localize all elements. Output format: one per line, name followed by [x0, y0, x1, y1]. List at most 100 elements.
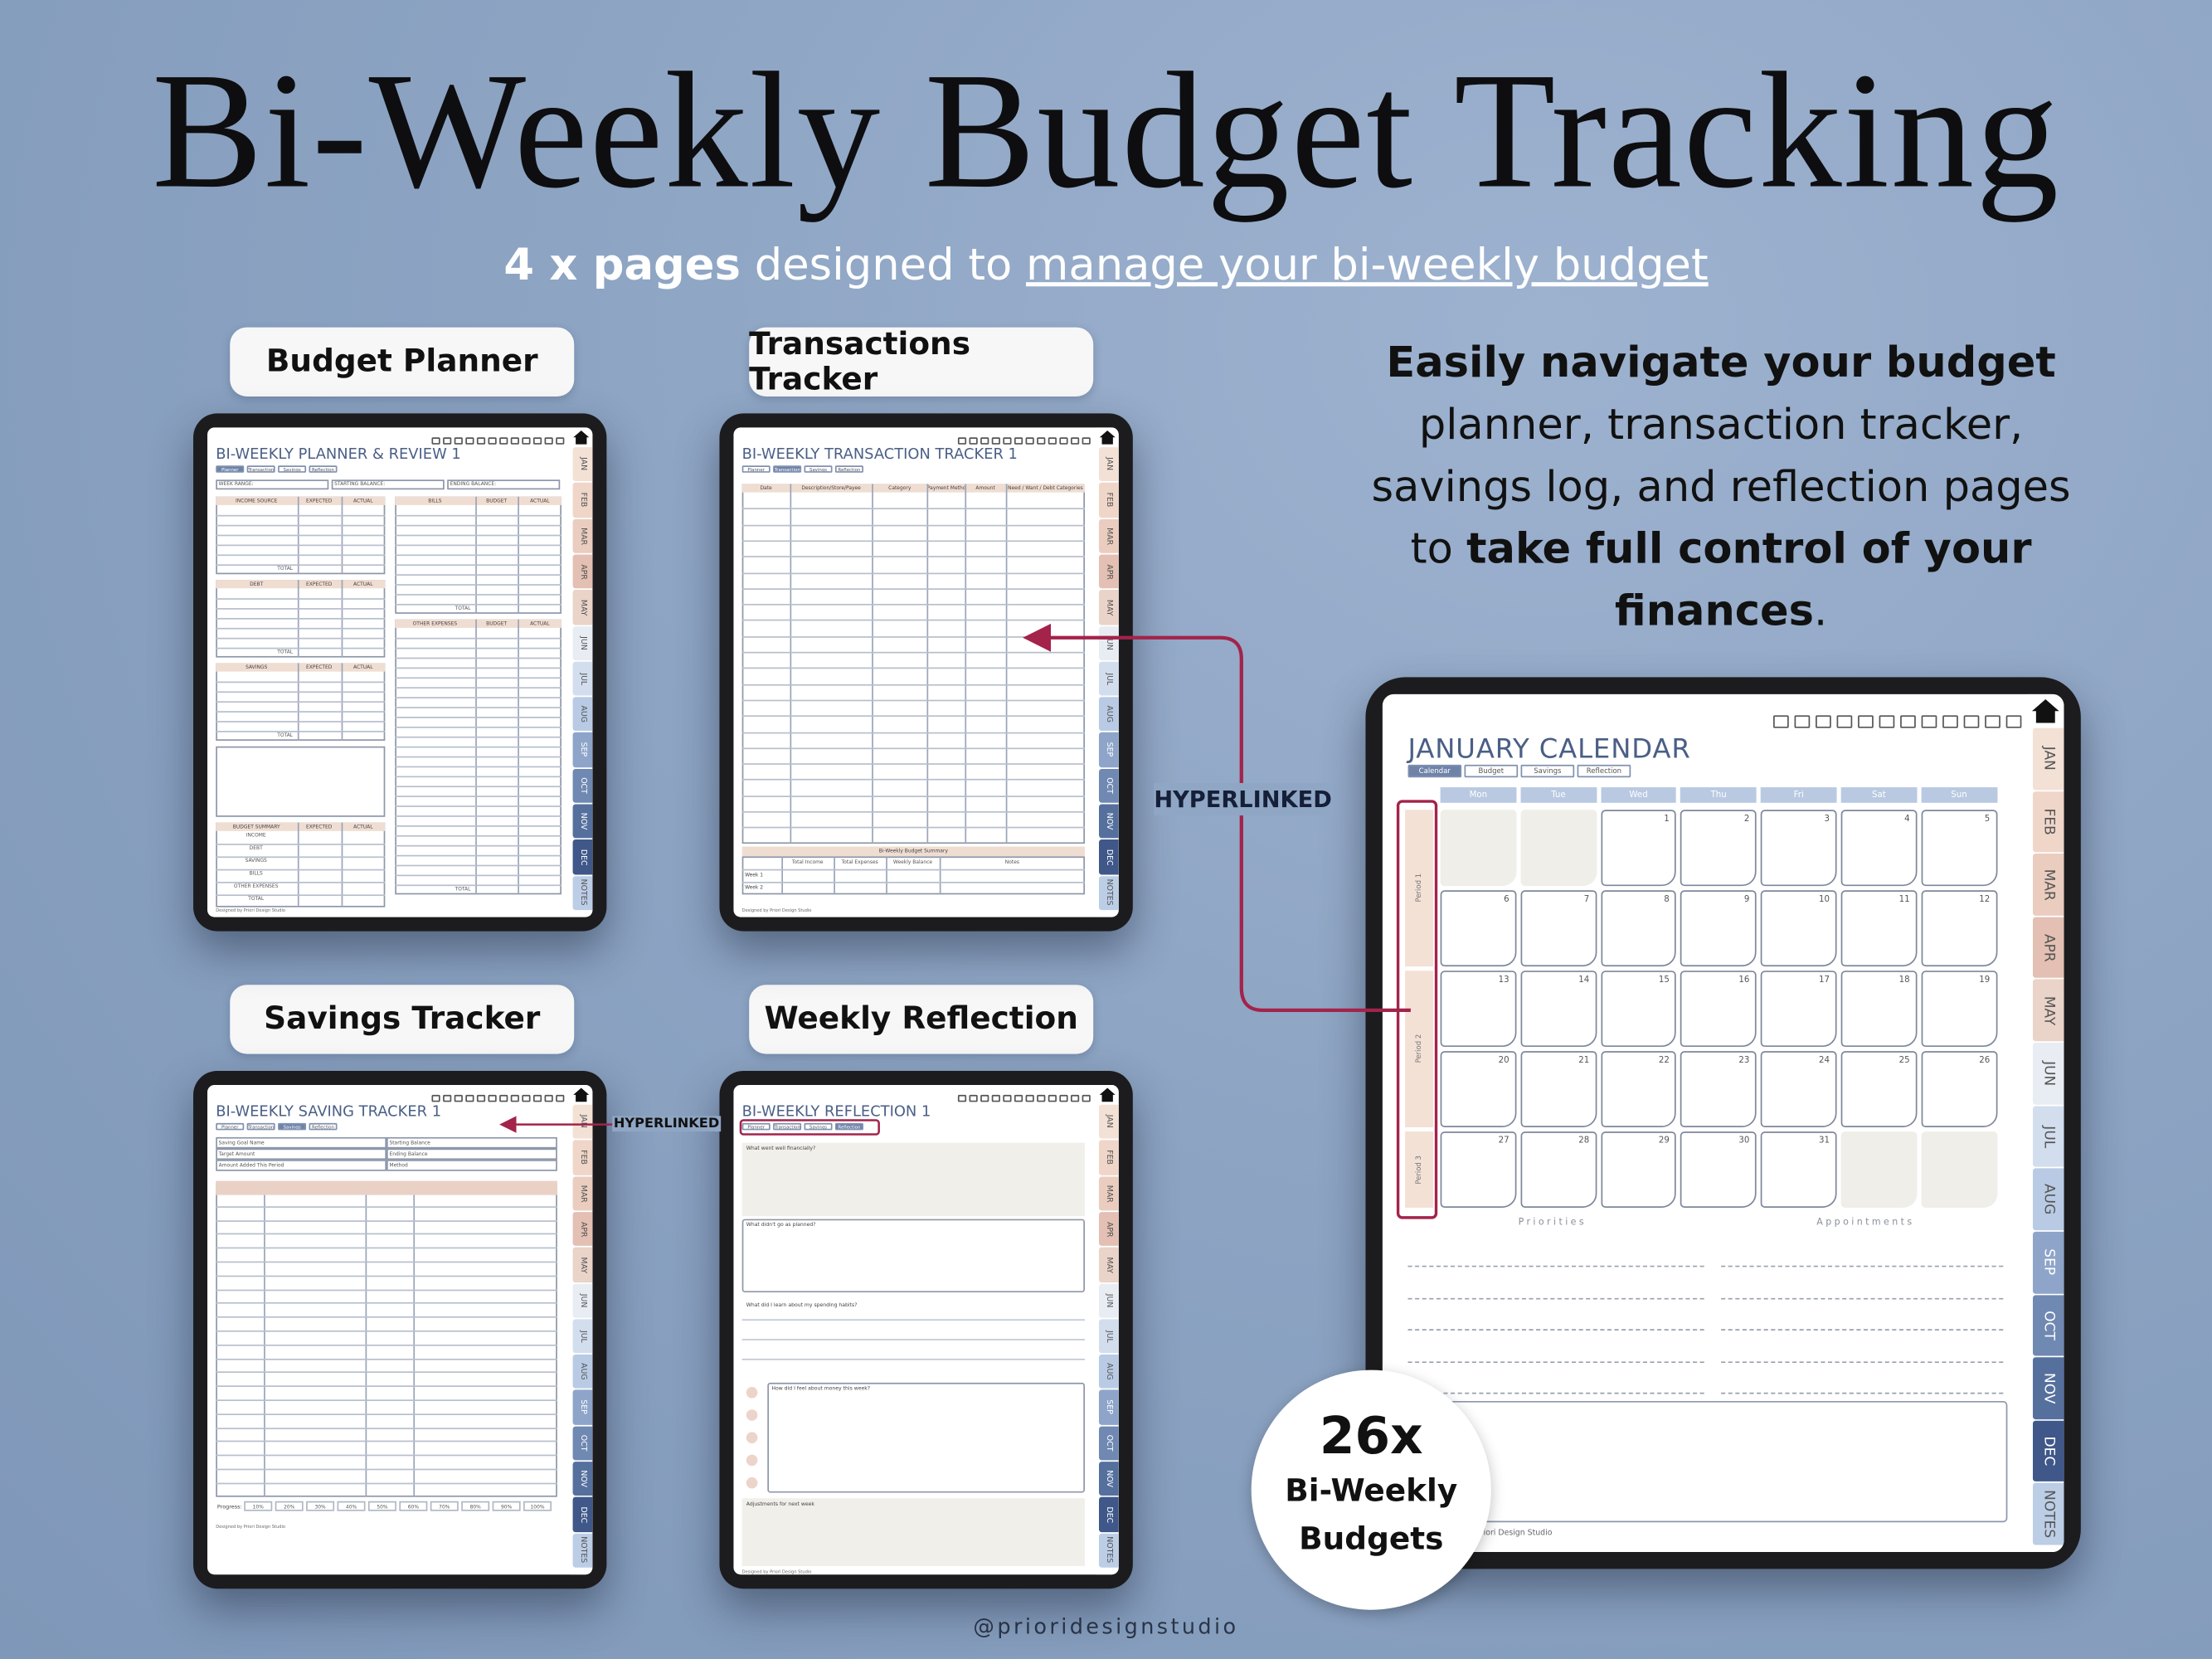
- nav-tab[interactable]: Planner: [216, 1122, 245, 1131]
- nav-tab[interactable]: Planner: [741, 1122, 771, 1131]
- nav-icon[interactable]: [1879, 715, 1895, 728]
- nav-icon[interactable]: [1942, 715, 1958, 728]
- nav-tab[interactable]: Savings: [1520, 764, 1575, 777]
- nav-icon[interactable]: [499, 1094, 508, 1102]
- day-cell[interactable]: 13: [1440, 971, 1517, 1048]
- nav-tab[interactable]: Reflection: [834, 1122, 863, 1131]
- nav-tab[interactable]: Reflection: [1577, 764, 1631, 777]
- nav-icon[interactable]: [1921, 715, 1937, 728]
- month-tab[interactable]: AUG: [1098, 1355, 1119, 1389]
- mood-face[interactable]: [746, 1386, 758, 1399]
- nav-icon[interactable]: [454, 437, 463, 445]
- nav-icon[interactable]: [510, 1094, 519, 1102]
- month-tab[interactable]: OCT: [1098, 768, 1119, 803]
- nav-icon[interactable]: [1014, 437, 1023, 445]
- nav-tab[interactable]: Savings: [804, 1122, 833, 1131]
- month-tab[interactable]: AUG: [572, 697, 593, 732]
- nav-icon[interactable]: [1037, 437, 1046, 445]
- month-tab[interactable]: APR: [1098, 1211, 1119, 1247]
- month-tab[interactable]: DEC: [572, 1497, 593, 1532]
- period-bar[interactable]: Period 3: [1405, 1131, 1434, 1208]
- month-tab[interactable]: JUL: [1098, 1319, 1119, 1354]
- month-tab[interactable]: OCT: [1098, 1426, 1119, 1461]
- month-tab[interactable]: JAN: [572, 447, 593, 482]
- month-tab[interactable]: DEC: [1098, 839, 1119, 874]
- month-tab[interactable]: FEB: [1098, 1140, 1119, 1175]
- nav-icon[interactable]: [1985, 715, 2001, 728]
- month-tab[interactable]: SEP: [2032, 1231, 2064, 1293]
- month-tab[interactable]: NOTES: [572, 875, 593, 911]
- nav-icon[interactable]: [1059, 1094, 1068, 1102]
- month-tab[interactable]: JAN: [1098, 447, 1119, 482]
- nav-icon[interactable]: [980, 437, 989, 445]
- nav-icon[interactable]: [443, 1094, 452, 1102]
- nav-icon[interactable]: [991, 437, 1000, 445]
- day-cell[interactable]: 12: [1921, 890, 1997, 967]
- month-tab[interactable]: SEP: [1098, 732, 1119, 767]
- nav-icon[interactable]: [1025, 1094, 1034, 1102]
- month-tab[interactable]: MAR: [572, 1175, 593, 1211]
- day-cell[interactable]: 18: [1840, 971, 1918, 1048]
- day-cell[interactable]: [1921, 1131, 1997, 1208]
- month-tab[interactable]: OCT: [2032, 1294, 2064, 1356]
- month-tab[interactable]: APR: [572, 1211, 593, 1247]
- nav-tab[interactable]: Savings: [804, 465, 833, 474]
- nav-icon[interactable]: [431, 437, 440, 445]
- day-cell[interactable]: 30: [1680, 1131, 1757, 1208]
- month-tab[interactable]: JAN: [572, 1104, 593, 1140]
- nav-tab[interactable]: Transactions: [773, 1122, 802, 1131]
- nav-icon[interactable]: [1003, 437, 1012, 445]
- nav-icon[interactable]: [532, 1094, 542, 1102]
- month-tab[interactable]: NOV: [572, 1462, 593, 1496]
- month-tab[interactable]: AUG: [572, 1355, 593, 1389]
- month-tab[interactable]: SEP: [572, 1390, 593, 1425]
- month-tab[interactable]: JUL: [572, 1319, 593, 1354]
- nav-icon[interactable]: [544, 437, 553, 445]
- month-tab[interactable]: MAR: [1098, 1175, 1119, 1211]
- day-cell[interactable]: 24: [1761, 1051, 1837, 1128]
- day-cell[interactable]: 28: [1520, 1131, 1597, 1208]
- home-icon[interactable]: [570, 1085, 592, 1105]
- month-tab[interactable]: APR: [1098, 554, 1119, 589]
- mood-face[interactable]: [746, 1454, 758, 1467]
- day-cell[interactable]: 4: [1840, 810, 1918, 887]
- nav-icon[interactable]: [1794, 715, 1811, 728]
- home-icon[interactable]: [1096, 1085, 1119, 1105]
- day-cell[interactable]: 10: [1761, 890, 1837, 967]
- month-tab[interactable]: APR: [572, 554, 593, 589]
- month-tab[interactable]: JUN: [572, 625, 593, 660]
- day-cell[interactable]: 31: [1761, 1131, 1837, 1208]
- nav-tab[interactable]: Savings: [278, 465, 307, 474]
- nav-icon[interactable]: [465, 1094, 474, 1102]
- month-tab[interactable]: JUN: [1098, 625, 1119, 660]
- nav-icon[interactable]: [454, 1094, 463, 1102]
- day-cell[interactable]: 11: [1840, 890, 1918, 967]
- nav-icon[interactable]: [1070, 437, 1080, 445]
- nav-tab[interactable]: Savings: [278, 1122, 307, 1131]
- nav-icon[interactable]: [556, 437, 565, 445]
- day-cell[interactable]: 8: [1600, 890, 1677, 967]
- mood-face[interactable]: [746, 1409, 758, 1421]
- day-cell[interactable]: 6: [1440, 890, 1517, 967]
- day-cell[interactable]: 29: [1600, 1131, 1677, 1208]
- month-tab[interactable]: JUN: [2032, 1043, 2064, 1105]
- nav-tab[interactable]: Transactions: [246, 465, 275, 474]
- month-tab[interactable]: MAR: [1098, 518, 1119, 553]
- nav-icon[interactable]: [1025, 437, 1034, 445]
- day-cell[interactable]: 19: [1921, 971, 1997, 1048]
- month-tab[interactable]: AUG: [2032, 1168, 2064, 1231]
- month-tab[interactable]: MAR: [572, 518, 593, 553]
- month-tab[interactable]: JAN: [1098, 1104, 1119, 1140]
- day-cell[interactable]: [1840, 1131, 1918, 1208]
- nav-icon[interactable]: [1082, 1094, 1091, 1102]
- month-tab[interactable]: FEB: [572, 1140, 593, 1175]
- month-tab[interactable]: NOTES: [1098, 875, 1119, 911]
- day-cell[interactable]: 2: [1680, 810, 1757, 887]
- day-cell[interactable]: [1520, 810, 1597, 887]
- nav-icon[interactable]: [1014, 1094, 1023, 1102]
- month-tab[interactable]: MAY: [2032, 980, 2064, 1042]
- nav-icon[interactable]: [1059, 437, 1068, 445]
- nav-icon[interactable]: [556, 1094, 565, 1102]
- nav-icon[interactable]: [2005, 715, 2022, 728]
- nav-icon[interactable]: [957, 1094, 967, 1102]
